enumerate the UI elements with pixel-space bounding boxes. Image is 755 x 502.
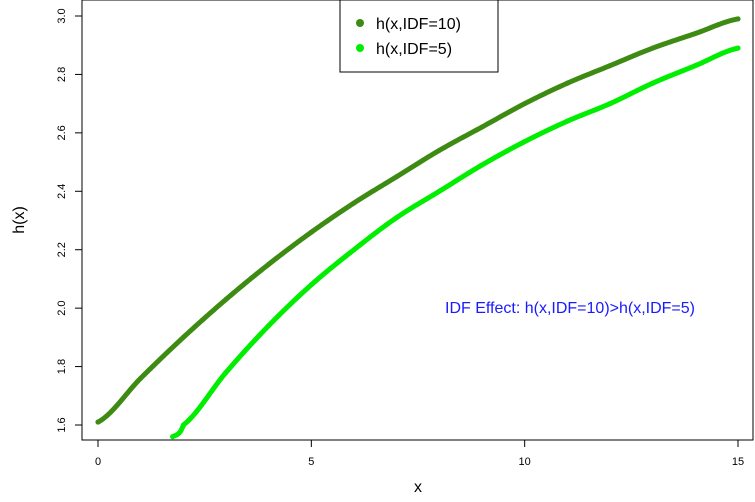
series-layer bbox=[95, 16, 741, 440]
data-point bbox=[607, 63, 613, 69]
data-point bbox=[138, 375, 144, 381]
y-tick-label: 2.2 bbox=[56, 242, 68, 257]
legend-marker bbox=[356, 44, 364, 52]
data-point bbox=[95, 419, 101, 425]
data-point bbox=[735, 16, 741, 22]
annotation-text: IDF Effect: h(x,IDF=10)>h(x,IDF=5) bbox=[445, 300, 695, 317]
data-point bbox=[735, 45, 741, 51]
data-point bbox=[180, 334, 186, 340]
data-point bbox=[607, 101, 613, 107]
data-point bbox=[436, 147, 442, 153]
data-point bbox=[308, 282, 314, 288]
legend: h(x,IDF=10) h(x,IDF=5) bbox=[339, 0, 499, 73]
legend-label: h(x,IDF=5) bbox=[376, 41, 452, 58]
x-tick-label: 0 bbox=[95, 456, 101, 468]
data-point bbox=[223, 296, 229, 302]
y-tick-label: 2.8 bbox=[56, 67, 68, 82]
data-point bbox=[394, 174, 400, 180]
data-point bbox=[266, 323, 272, 329]
plot-frame bbox=[81, 0, 754, 441]
legend-box bbox=[339, 0, 499, 73]
data-point bbox=[522, 139, 528, 145]
x-tick-label: 15 bbox=[732, 456, 744, 468]
data-point bbox=[564, 80, 570, 86]
data-point bbox=[351, 200, 357, 206]
x-tick-label: 5 bbox=[308, 456, 314, 468]
series-1 bbox=[95, 16, 741, 425]
data-point bbox=[692, 31, 698, 37]
x-axis-title: x bbox=[414, 479, 422, 496]
legend-marker bbox=[356, 19, 364, 27]
y-tick-label: 2.6 bbox=[56, 125, 68, 140]
data-point bbox=[180, 422, 186, 428]
x-tick-label: 10 bbox=[519, 456, 531, 468]
axes: 0 5 10 15 1.6 1.8 2.0 2.2 2.4 2.6 2.8 3.0 bbox=[56, 8, 744, 468]
data-point bbox=[266, 261, 272, 267]
data-point bbox=[522, 101, 528, 107]
data-point bbox=[308, 229, 314, 235]
data-point bbox=[170, 434, 176, 440]
y-tick-label: 1.6 bbox=[56, 417, 68, 432]
series-line bbox=[170, 45, 741, 440]
data-point bbox=[479, 162, 485, 168]
y-axis-title: h(x) bbox=[11, 206, 28, 234]
data-point bbox=[394, 215, 400, 221]
y-tick-label: 2.4 bbox=[56, 184, 68, 199]
data-point bbox=[223, 369, 229, 375]
data-point bbox=[650, 80, 656, 86]
data-point bbox=[564, 118, 570, 124]
legend-label: h(x,IDF=10) bbox=[376, 16, 461, 33]
data-point bbox=[479, 124, 485, 130]
y-tick-label: 3.0 bbox=[56, 8, 68, 23]
series-2 bbox=[170, 45, 741, 440]
y-tick-label: 1.8 bbox=[56, 359, 68, 374]
data-point bbox=[351, 247, 357, 253]
data-point bbox=[650, 45, 656, 51]
y-tick-label: 2.0 bbox=[56, 300, 68, 315]
series-line bbox=[95, 16, 741, 425]
data-point bbox=[436, 188, 442, 194]
data-point bbox=[692, 63, 698, 69]
